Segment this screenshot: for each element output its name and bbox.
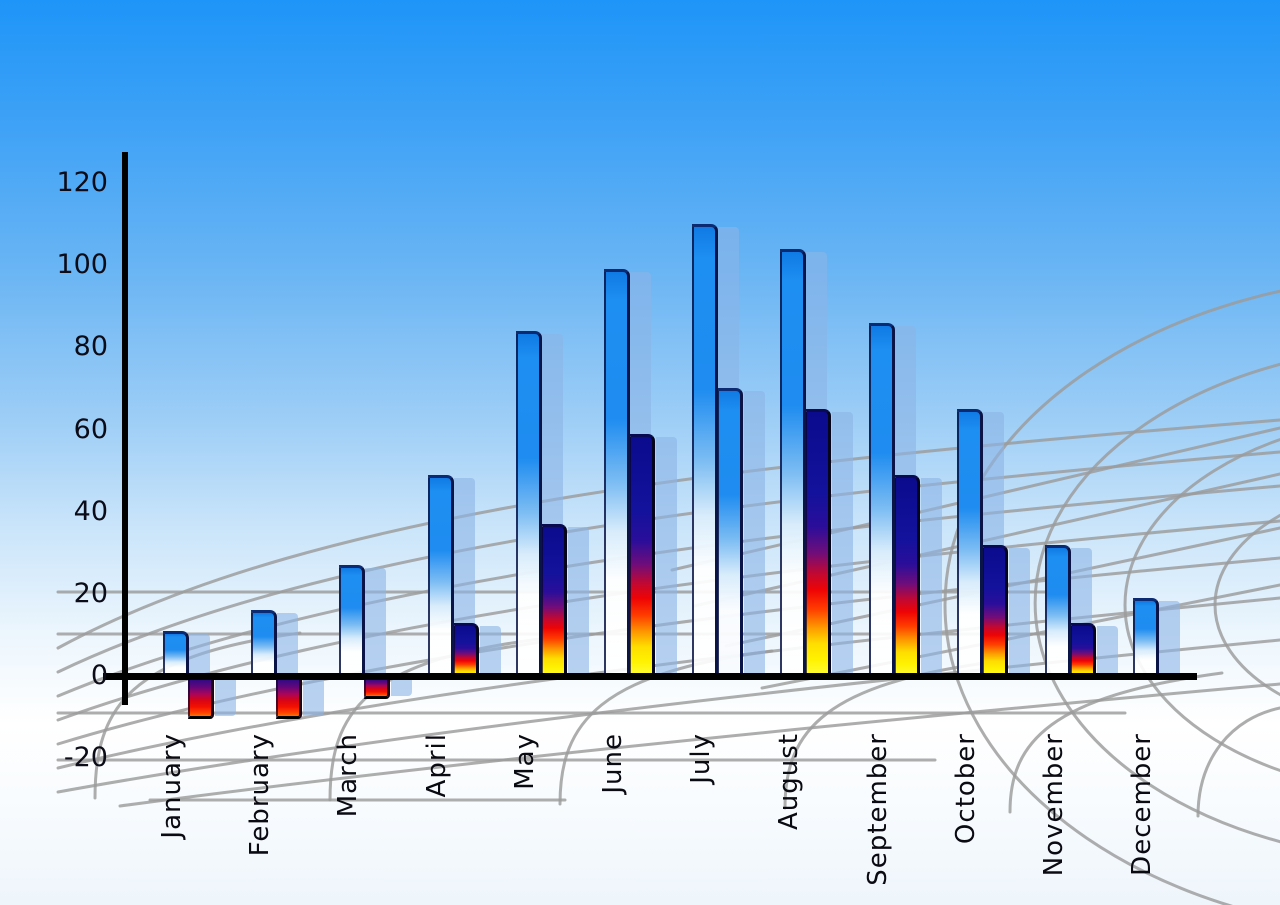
bar-february-secondary bbox=[276, 679, 303, 720]
bar-echo-november-secondary bbox=[1097, 625, 1118, 676]
bar-echo-february-secondary bbox=[303, 680, 325, 717]
bar-april-primary bbox=[427, 474, 454, 678]
bar-august-secondary bbox=[805, 408, 832, 678]
x-axis-label-march: March bbox=[333, 733, 364, 818]
bar-echo-february-primary bbox=[277, 613, 299, 676]
bar-echo-october-secondary bbox=[1008, 547, 1030, 676]
bar-echo-august-secondary bbox=[832, 411, 854, 676]
bar-october-primary bbox=[956, 408, 983, 678]
bar-echo-march-secondary bbox=[391, 680, 413, 696]
bar-february-primary bbox=[251, 610, 278, 678]
bar-echo-may-secondary bbox=[567, 527, 589, 676]
bar-echo-january-secondary bbox=[215, 680, 236, 717]
bar-october-secondary bbox=[981, 544, 1008, 678]
y-axis-tick-100: 100 bbox=[56, 249, 108, 281]
x-axis-label-november: November bbox=[1039, 733, 1069, 877]
bar-echo-january-primary bbox=[189, 633, 210, 676]
bar-echo-december-primary bbox=[1159, 600, 1181, 676]
y-axis-tick-80: 80 bbox=[73, 331, 108, 363]
bar-september-primary bbox=[868, 322, 895, 678]
x-axis-label-april: April bbox=[421, 733, 452, 798]
x-axis-label-september: September bbox=[862, 733, 893, 886]
bar-echo-september-secondary bbox=[920, 477, 942, 676]
bar-january-primary bbox=[163, 630, 189, 678]
bar-march-secondary bbox=[364, 679, 391, 699]
bar-echo-july-secondary bbox=[744, 391, 766, 676]
y-axis-line bbox=[122, 152, 128, 705]
bar-july-primary bbox=[692, 224, 719, 678]
bar-may-secondary bbox=[540, 524, 567, 678]
y-axis-tick-60: 60 bbox=[73, 413, 108, 445]
x-axis-label-may: May bbox=[509, 733, 540, 790]
bar-echo-april-secondary bbox=[479, 625, 501, 676]
bar-echo-june-secondary bbox=[656, 436, 677, 676]
bar-may-primary bbox=[515, 330, 542, 678]
x-axis-label-december: December bbox=[1127, 733, 1158, 876]
bar-june-secondary bbox=[629, 433, 655, 678]
bar-november-secondary bbox=[1070, 622, 1096, 678]
y-axis-tick-20: 20 bbox=[73, 577, 108, 609]
y-axis-tick-120: 120 bbox=[56, 167, 108, 199]
bar-december-primary bbox=[1133, 597, 1160, 678]
x-axis-label-february: February bbox=[245, 733, 276, 857]
bar-january-secondary bbox=[188, 679, 214, 720]
y-axis-tick-0: 0 bbox=[90, 660, 108, 691]
x-axis-label-october: October bbox=[950, 733, 981, 845]
x-axis-label-july: July bbox=[686, 733, 717, 784]
bar-september-secondary bbox=[893, 474, 920, 678]
bar-november-primary bbox=[1045, 544, 1071, 678]
bar-july-secondary bbox=[717, 388, 744, 678]
x-axis-label-january: January bbox=[157, 733, 187, 839]
y-axis-tick--20: -20 bbox=[63, 742, 108, 774]
x-axis-label-august: August bbox=[774, 733, 805, 830]
y-axis-tick-40: 40 bbox=[73, 495, 108, 527]
x-axis-line bbox=[103, 673, 1197, 680]
bar-august-primary bbox=[780, 248, 807, 678]
bar-march-primary bbox=[339, 565, 366, 678]
bar-echo-march-primary bbox=[365, 568, 387, 676]
bar-june-primary bbox=[604, 269, 630, 678]
bar-april-secondary bbox=[452, 622, 479, 678]
x-axis-label-june: June bbox=[598, 733, 628, 794]
